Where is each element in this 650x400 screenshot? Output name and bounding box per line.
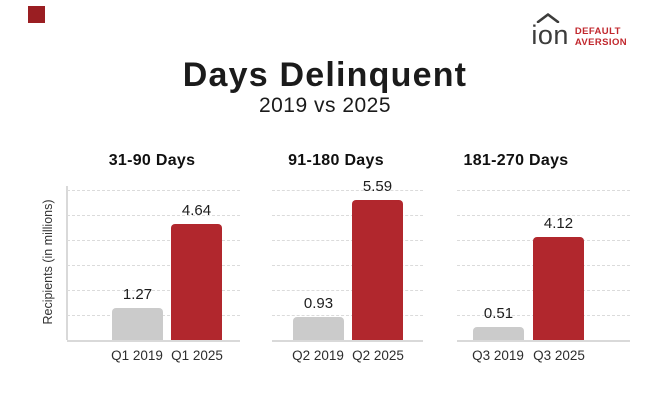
y-axis-line [66,186,68,340]
logo-tagline-line2: AVERSION [574,36,627,48]
bar-value-label: 1.27 [122,286,153,304]
bar-value-label: 4.64 [181,202,212,219]
bar [352,200,403,340]
chart-panel-31-90: 1.27 4.64 Q1 2019 Q1 2025 [66,186,240,363]
bar-q2-2025: 5.59 [352,178,403,340]
x-tick-q1-2019: Q1 2019 [111,348,163,363]
bar-q3-2025: 4.12 [533,215,584,340]
gridline [67,190,240,191]
brand-logo: ion DEFAULT AVERSION [531,13,627,50]
logo-tagline-line1: DEFAULT [574,26,621,38]
bar-value-label: 0.51 [483,305,514,323]
logo-wordmark: ion [531,13,569,50]
accent-square [28,6,45,23]
gridline [67,290,240,291]
gridline [272,290,423,291]
bar-q1-2025: 4.64 [171,202,222,340]
gridline [67,240,240,241]
gridline [457,215,630,216]
x-tick-q1-2025: Q1 2025 [171,348,223,363]
logo-tagline: DEFAULT AVERSION [574,26,627,49]
group-title-181-270: 181-270 Days [463,152,569,169]
bar [473,327,524,340]
bar [112,308,163,340]
bar-q2-2019: 0.93 [293,295,344,340]
group-title-31-90: 31-90 Days [108,152,196,169]
x-tick-q3-2019: Q3 2019 [472,348,524,363]
bar-q1-2019: 1.27 [112,286,163,340]
bar-value-label: 0.93 [303,294,334,312]
chart-panel-181-270: 0.51 4.12 Q3 2019 Q3 2025 [457,190,630,363]
x-tick-q3-2025: Q3 2025 [533,348,585,363]
gridline [457,190,630,191]
bar [533,237,584,340]
gridline [272,265,423,266]
bar-value-label: 5.59 [362,178,393,196]
gridline [272,240,423,241]
bar [171,224,222,340]
gridline [272,315,423,316]
gridline [67,265,240,266]
group-title-91-180: 91-180 Days [288,152,384,169]
house-roof-icon [537,13,560,23]
page-title: Days Delinquent [182,56,468,94]
chart-panel-91-180: 0.93 5.59 Q2 2019 Q2 2025 [272,178,423,363]
bar-q3-2019: 0.51 [473,305,524,340]
bar-value-label: 4.12 [543,215,574,232]
logo-wordmark-text: ion [531,20,569,50]
x-tick-q2-2025: Q2 2025 [352,348,404,363]
gridline [272,215,423,216]
y-axis-label: Recipients (in millions) [41,199,55,325]
page-subtitle: 2019 vs 2025 [258,94,392,117]
gridline [67,215,240,216]
bar [293,316,344,340]
x-tick-q2-2019: Q2 2019 [292,348,344,363]
gridline [272,190,423,191]
